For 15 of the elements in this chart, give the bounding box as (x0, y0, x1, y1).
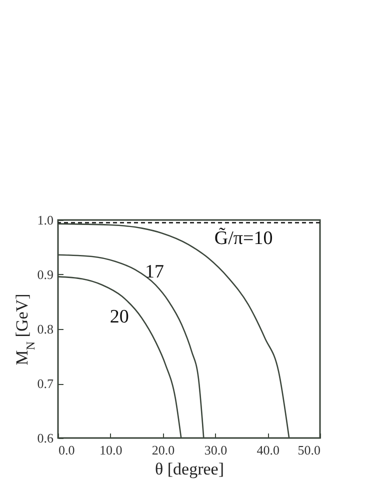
series-label: 17 (145, 262, 164, 283)
y-tick-label: 0.6 (37, 430, 54, 446)
x-tick-label: 0.0 (58, 442, 75, 458)
y-tick-label: 0.7 (37, 376, 54, 391)
x-tick-label: 40.0 (256, 442, 280, 458)
y-tick-label: 0.8 (37, 322, 54, 336)
series-label: 20 (110, 306, 129, 328)
x-axis-title: θ [degree] (154, 460, 224, 478)
x-tick-label: 20.0 (152, 442, 175, 458)
series-label: G̃/π=10 (214, 227, 273, 250)
x-tick-label: 10.0 (100, 442, 122, 458)
y-tick-label: 1.0 (37, 212, 54, 228)
y-tick-label: 0.9 (37, 267, 54, 282)
x-tick-label: 50.0 (298, 442, 320, 458)
x-tick-label: 30.0 (204, 442, 228, 458)
